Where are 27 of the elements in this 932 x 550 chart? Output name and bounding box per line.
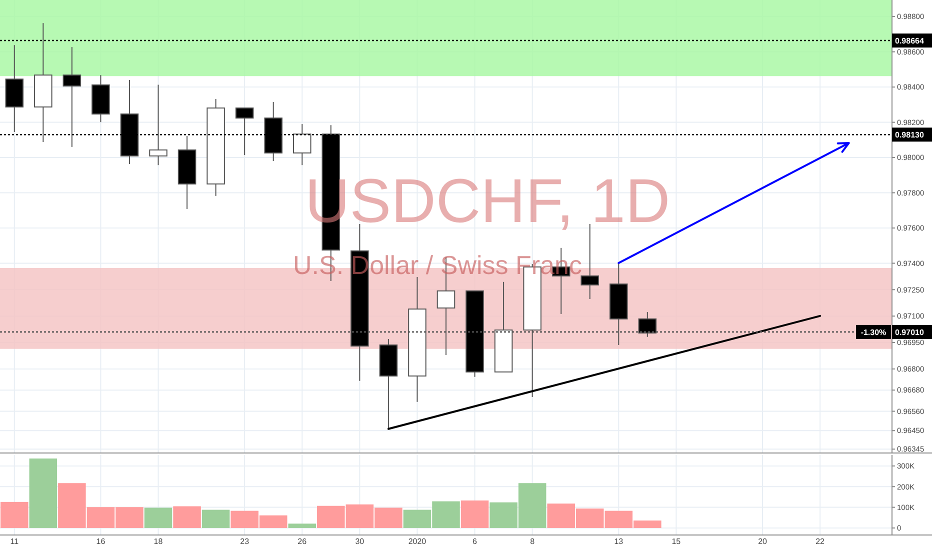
x-tick-label: 20 bbox=[758, 537, 768, 546]
ref-line-label: 0.98130 bbox=[895, 130, 924, 140]
candlestick bbox=[149, 84, 168, 166]
x-tick-label: 18 bbox=[154, 537, 164, 546]
x-tick-label: 26 bbox=[298, 537, 308, 546]
bar bbox=[173, 506, 201, 528]
bar bbox=[144, 508, 172, 528]
x-tick-label: 15 bbox=[672, 537, 682, 546]
x-tick-label: 2020 bbox=[408, 537, 427, 546]
bar bbox=[288, 524, 316, 528]
x-tick-label: 8 bbox=[530, 537, 536, 546]
x-tick-label: 30 bbox=[355, 537, 365, 546]
ref-line-label: 0.98664 bbox=[895, 36, 924, 46]
ref-line-label: 0.97010 bbox=[895, 328, 924, 337]
candlestick bbox=[580, 223, 600, 300]
x-tick-label: 22 bbox=[816, 537, 826, 546]
x-tick-label: 6 bbox=[472, 537, 478, 546]
annotation: -1.30% bbox=[860, 328, 886, 337]
bar bbox=[202, 510, 230, 528]
bar bbox=[29, 458, 58, 528]
bar bbox=[460, 500, 489, 528]
x-tick-label: 23 bbox=[240, 537, 250, 546]
bar bbox=[0, 502, 28, 528]
x-tick-label: 11 bbox=[10, 537, 20, 546]
x-tick-label: 13 bbox=[614, 537, 624, 546]
candlestick bbox=[292, 124, 312, 166]
x-tick-label: 16 bbox=[96, 537, 106, 546]
